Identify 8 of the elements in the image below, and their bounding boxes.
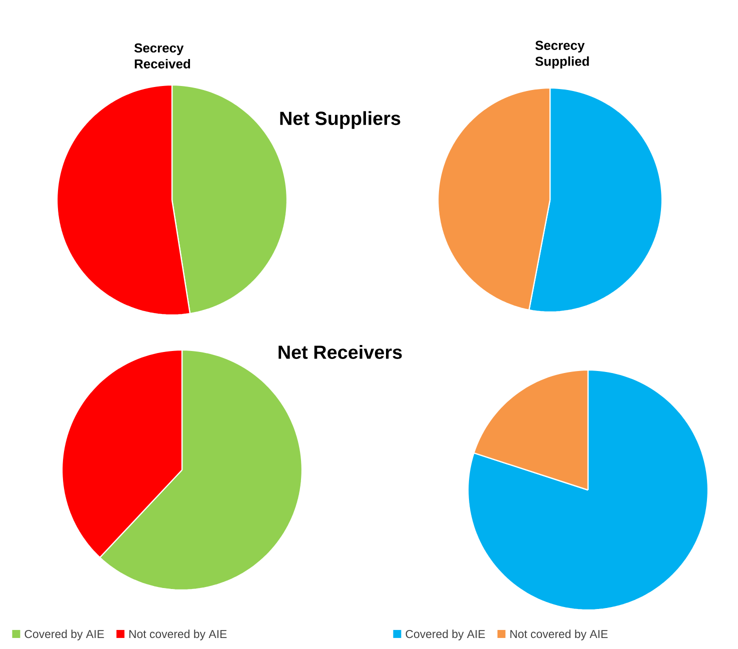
legend-label: Not covered by AIE xyxy=(510,630,608,640)
chart-title: Secrecy Supplied xyxy=(535,40,589,68)
slice-label: Net Suppliers xyxy=(280,111,400,129)
legend-label: Covered by AIE xyxy=(24,630,104,640)
slice-label: Net Receivers xyxy=(278,345,402,359)
legend-label: Not covered by AIE xyxy=(129,630,227,640)
chart-title: Secrecy Received xyxy=(134,43,190,68)
legend-label: Covered by AIE xyxy=(406,630,485,640)
